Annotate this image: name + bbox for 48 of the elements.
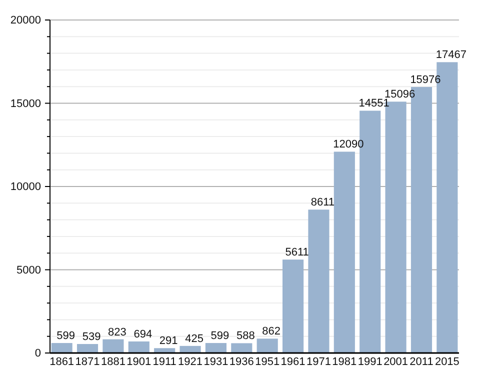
x-tick-label: 1971 (306, 356, 331, 368)
data-label: 694 (134, 328, 152, 340)
x-tick-label: 2011 (410, 356, 434, 368)
bar (76, 344, 98, 353)
data-label: 5611 (285, 246, 309, 259)
data-label: 539 (82, 331, 101, 344)
y-tick-label: 5000 (16, 264, 41, 276)
bar (334, 152, 355, 353)
x-tick-label: 1871 (75, 356, 100, 368)
bar (128, 341, 150, 353)
data-label: 862 (262, 326, 281, 338)
data-label: 8611 (310, 196, 335, 209)
bar (256, 338, 278, 353)
x-tick-label: 1991 (358, 356, 382, 368)
x-tick-label: 1961 (280, 356, 306, 368)
data-label: 425 (185, 332, 204, 345)
x-tick-label: 1931 (204, 356, 228, 368)
bar (51, 343, 72, 353)
bar (180, 346, 201, 353)
x-tick-label: 1901 (126, 356, 152, 368)
y-tick-label: 10000 (10, 181, 41, 194)
x-tick-label: 1951 (255, 356, 280, 368)
x-tick-label: 2015 (434, 356, 460, 368)
data-label: 12090 (333, 138, 364, 151)
y-tick-label: 0 (34, 348, 41, 360)
data-label: 291 (159, 335, 178, 348)
data-label: 17467 (436, 49, 466, 62)
x-tick-label: 1981 (332, 356, 357, 368)
data-label: 823 (108, 326, 126, 338)
bar (205, 343, 226, 353)
y-tick-label: 15000 (10, 98, 41, 110)
x-tick-label: 1911 (152, 356, 176, 368)
bar (102, 339, 124, 353)
bar (154, 348, 176, 353)
bar (308, 210, 330, 353)
y-tick-label: 20000 (10, 14, 41, 27)
x-tick-label: 1881 (100, 356, 126, 368)
data-label: 588 (236, 330, 255, 342)
x-tick-label: 1936 (229, 356, 254, 368)
data-label: 15976 (410, 74, 441, 86)
data-label: 599 (210, 330, 230, 342)
bar (282, 260, 304, 353)
bar (231, 343, 252, 353)
data-label: 599 (56, 330, 75, 342)
x-tick-label: 1921 (178, 356, 203, 368)
x-tick-label: 1861 (50, 356, 74, 368)
data-label: 14551 (358, 98, 390, 110)
x-tick-label: 2001 (384, 356, 408, 368)
